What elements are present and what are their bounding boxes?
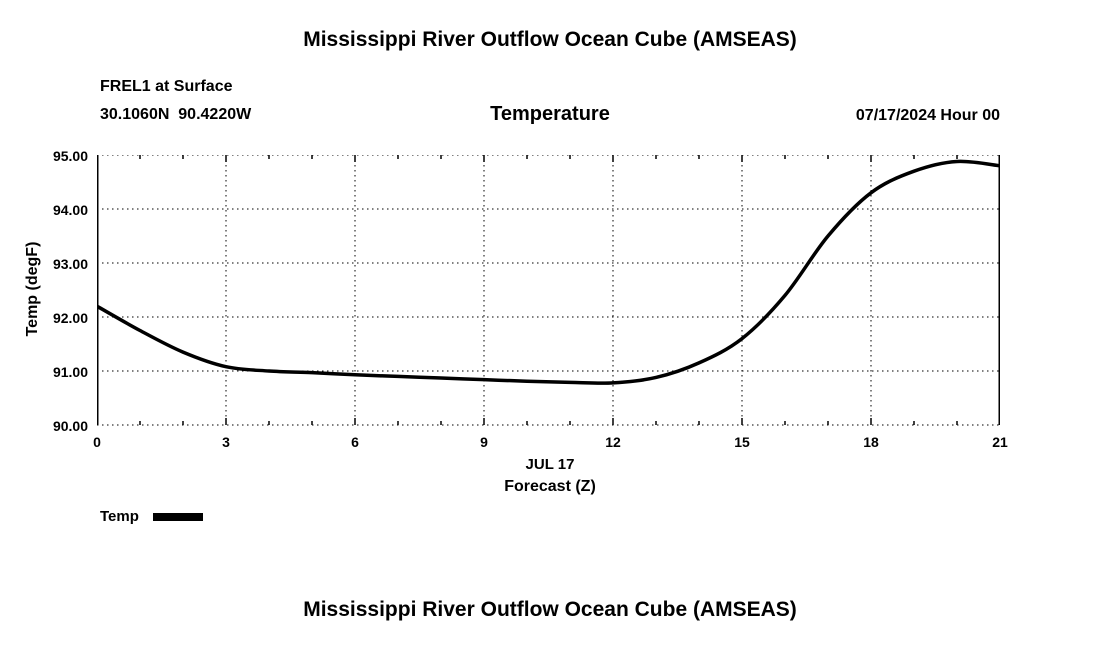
- variable-title: Temperature: [490, 103, 610, 125]
- x-tick-label: 3: [222, 434, 230, 450]
- coordinates-label: 30.1060N 90.4220W: [100, 106, 252, 123]
- x-axis-date-label: JUL 17: [525, 456, 575, 473]
- chart-title-bottom: Mississippi River Outflow Ocean Cube (AM…: [303, 598, 797, 621]
- legend-line-swatch: [152, 512, 203, 521]
- chart-title-top: Mississippi River Outflow Ocean Cube (AM…: [303, 28, 797, 51]
- temperature-line-chart: [97, 155, 1000, 426]
- y-tick-label: 92.00: [52, 310, 88, 326]
- y-tick-label: 93.00: [52, 256, 88, 272]
- legend: Temp: [100, 508, 203, 525]
- legend-label: Temp: [100, 508, 139, 525]
- x-axis-title: Forecast (Z): [504, 478, 596, 495]
- x-tick-label: 15: [734, 434, 750, 450]
- y-tick-label: 95.00: [52, 148, 88, 164]
- x-tick-label: 18: [863, 434, 879, 450]
- station-label: FREL1 at Surface: [100, 78, 233, 95]
- x-tick-label: 12: [605, 434, 621, 450]
- y-tick-label: 94.00: [52, 202, 88, 218]
- y-tick-label: 90.00: [52, 418, 88, 434]
- x-tick-label: 0: [93, 434, 101, 450]
- x-tick-label: 9: [480, 434, 488, 450]
- x-tick-label: 21: [992, 434, 1008, 450]
- x-tick-label: 6: [351, 434, 359, 450]
- y-tick-label: 91.00: [52, 364, 88, 380]
- forecast-datetime: 07/17/2024 Hour 00: [855, 107, 1000, 124]
- y-axis-title: Temp (degF): [24, 241, 41, 337]
